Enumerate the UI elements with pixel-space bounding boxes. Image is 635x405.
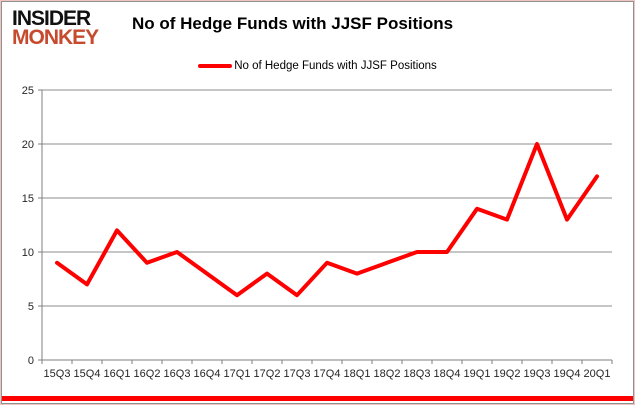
logo-line2: MONKEY (12, 26, 99, 50)
y-tick-label: 10 (22, 247, 34, 259)
y-tick-label: 5 (28, 301, 34, 313)
x-tick-label: 18Q1 (344, 368, 371, 380)
x-tick-label: 18Q2 (374, 368, 401, 380)
x-tick-label: 18Q4 (434, 368, 461, 380)
y-tick-label: 20 (22, 139, 34, 151)
x-tick-label: 19Q1 (464, 368, 491, 380)
x-tick-label: 17Q1 (224, 368, 251, 380)
y-tick-label: 15 (22, 193, 34, 205)
x-tick-label: 16Q2 (134, 368, 161, 380)
chart-title: No of Hedge Funds with JJSF Positions (132, 14, 454, 33)
x-tick-label: 15Q3 (44, 368, 71, 380)
bottom-red-bar (2, 396, 633, 401)
series-line (55, 142, 599, 298)
y-tick-label: 0 (28, 355, 34, 367)
x-tick-label: 16Q3 (164, 368, 191, 380)
x-tick-label: 19Q2 (494, 368, 521, 380)
insider-monkey-logo: INSIDER MONKEY (12, 7, 99, 50)
x-tick-label: 19Q4 (554, 368, 581, 380)
y-tick-label: 25 (22, 85, 34, 97)
x-tick-label: 20Q1 (584, 368, 611, 380)
legend-label: No of Hedge Funds with JJSF Positions (234, 60, 437, 72)
logo-line1: INSIDER (12, 7, 91, 30)
x-tick-label: 17Q2 (254, 368, 281, 380)
x-tick-label: 16Q4 (194, 368, 221, 380)
x-tick-label: 18Q3 (404, 368, 431, 380)
legend: No of Hedge Funds with JJSF Positions (2, 58, 633, 74)
x-tick-label: 19Q3 (524, 368, 551, 380)
legend-line-swatch (198, 64, 233, 68)
x-tick-label: 17Q4 (314, 368, 341, 380)
x-tick-label: 17Q3 (284, 368, 311, 380)
x-tick-label: 16Q1 (104, 368, 131, 380)
x-tick-label: 15Q4 (74, 368, 101, 380)
